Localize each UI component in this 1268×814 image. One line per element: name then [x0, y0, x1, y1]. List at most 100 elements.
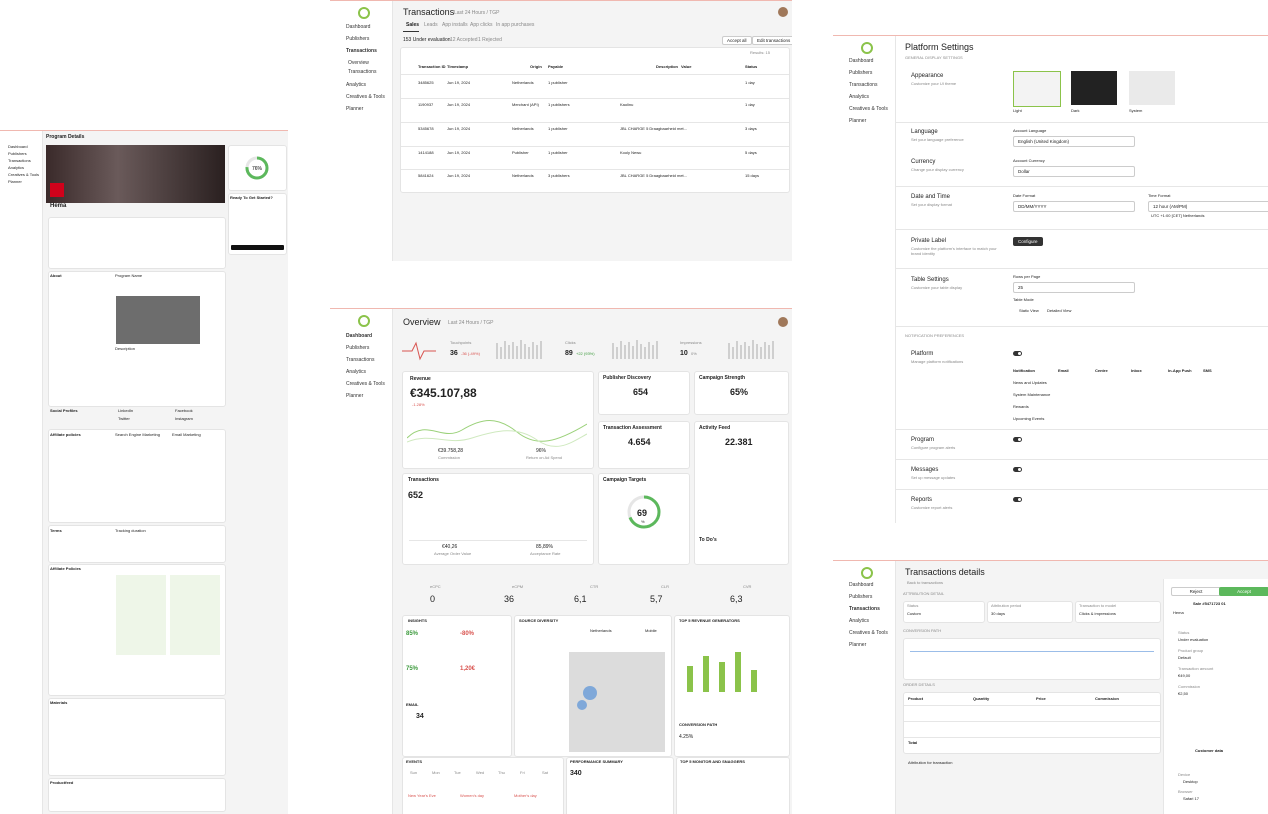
theme-label: Dark [1071, 108, 1080, 113]
side-panel [1163, 579, 1268, 814]
day: Sat [542, 770, 549, 775]
nav-item[interactable]: Publishers [346, 36, 370, 42]
summary: 1 Rejected [478, 37, 502, 43]
accept-button[interactable]: Accept [1219, 587, 1268, 596]
nav-item[interactable]: Creatives & Tools [346, 381, 385, 387]
card-value: 652 [408, 490, 424, 500]
cell: Publisher [512, 150, 529, 155]
nav-item[interactable]: Planner [849, 118, 867, 124]
cell: Kooly Newu [620, 150, 642, 155]
total: Total [908, 740, 918, 745]
metric-label: CVR [743, 584, 752, 589]
radio-label[interactable]: Static View [1019, 308, 1039, 313]
select[interactable]: Dollar [1013, 166, 1135, 177]
tab[interactable]: App clicks [470, 22, 493, 28]
nav-item[interactable]: Analytics [849, 94, 870, 100]
stat-value: 36 [450, 350, 458, 357]
select[interactable]: 12 hour (AM/PM) [1148, 201, 1268, 212]
day: Sun [410, 770, 418, 775]
side-value: Default [1178, 655, 1191, 660]
attribution-for[interactable]: Attribution for transaction [908, 760, 953, 765]
bars [496, 340, 774, 359]
nav-item[interactable]: Analytics [346, 82, 367, 88]
theme-light[interactable] [1013, 71, 1061, 107]
nav-item[interactable]: Transactions [346, 48, 377, 54]
button[interactable] [231, 245, 284, 250]
metric-label: eCPM [512, 584, 524, 589]
nav-item[interactable]: Publishers [346, 345, 370, 351]
radio-label[interactable]: Detailed View [1047, 308, 1072, 313]
metric-value: 5,7 [650, 594, 663, 604]
nav-item[interactable]: Planner [346, 393, 364, 399]
nav-item[interactable]: Transactions [8, 158, 31, 163]
theme-dark[interactable] [1071, 71, 1117, 105]
ready-card [228, 193, 287, 255]
side-label: Transaction amount [1178, 666, 1214, 671]
box-value: Clicks & impressions [1079, 611, 1116, 616]
aov-label: Average Order Value [434, 551, 472, 556]
configure-button[interactable]: Configure [1013, 237, 1043, 246]
section-title: Affiliate Policies [50, 566, 81, 571]
nav-item[interactable]: Dashboard [849, 582, 874, 588]
back-link[interactable]: Back to transactions [907, 580, 944, 585]
nav-item[interactable]: Publishers [849, 70, 873, 76]
toggle[interactable] [1013, 497, 1022, 502]
nav-item[interactable]: Planner [8, 179, 22, 184]
nav-item[interactable]: Transactions [849, 606, 880, 612]
select[interactable]: DD/MM/YYYY [1013, 201, 1135, 212]
box-value: 30 days [991, 611, 1006, 616]
theme-label: Light [1013, 108, 1022, 113]
insight-value: 85% [406, 631, 419, 637]
select[interactable]: English (United Kingdom) [1013, 136, 1135, 147]
nav-item[interactable]: Creatives & Tools [849, 630, 888, 636]
timezone: UTC +1:00 [CET] Netherlands [1151, 213, 1205, 218]
sub-nav-item[interactable]: Transactions [348, 69, 377, 75]
results: Results: 15 [750, 50, 771, 55]
social: Twitter [118, 416, 130, 421]
tab[interactable]: In app purchases [496, 22, 535, 28]
card-title: PERFORMANCE SUMMARY [570, 759, 623, 764]
field-label: Program Name [115, 273, 143, 278]
nav-item[interactable]: Planner [346, 106, 364, 112]
nav-item[interactable]: Analytics [8, 165, 25, 170]
nav-item[interactable]: Planner [849, 642, 867, 648]
nav-item[interactable]: Creatives & Tools [849, 106, 888, 112]
nav-item[interactable]: Publishers [8, 151, 27, 156]
tab[interactable]: App installs [442, 22, 468, 28]
nav-item[interactable]: Dashboard [8, 144, 28, 149]
cell: 15 days [745, 173, 760, 178]
toggle[interactable] [1013, 351, 1022, 356]
nav-item[interactable]: Creatives & Tools [346, 94, 385, 100]
accept-all-button[interactable]: Accept all [722, 36, 752, 45]
cell: Jun 19, 2024 [447, 173, 471, 178]
field-label: Account Language [1013, 128, 1047, 133]
toggle[interactable] [1013, 437, 1022, 442]
nav-item[interactable]: Dashboard [346, 333, 373, 339]
cell: 1 publisher [548, 150, 568, 155]
nav-item[interactable]: Creatives & Tools [8, 172, 40, 177]
tab[interactable]: Leads [424, 22, 438, 28]
nav-item[interactable]: Publishers [849, 594, 873, 600]
nav-item[interactable]: Transactions [849, 82, 878, 88]
sub-nav-item[interactable]: Overview [348, 60, 369, 66]
cell: 1 publishers [548, 102, 570, 107]
column-header: Price [1036, 696, 1046, 701]
row-label: News and Updates [1013, 380, 1047, 385]
nav-item[interactable]: Analytics [849, 618, 870, 624]
nav-item[interactable]: Analytics [346, 369, 367, 375]
edit-button[interactable]: Edit transactions [752, 36, 792, 45]
nav-item[interactable]: Dashboard [849, 58, 874, 64]
toggle[interactable] [1013, 467, 1022, 472]
reject-button[interactable]: Reject [1171, 587, 1221, 596]
select[interactable]: 25 [1013, 282, 1135, 293]
column-header: Status [745, 64, 758, 69]
day: Tue [454, 770, 461, 775]
cell: Netherlands [512, 126, 534, 131]
nav-item[interactable]: Dashboard [346, 24, 371, 30]
order-card [903, 692, 1161, 754]
theme-system[interactable] [1129, 71, 1175, 105]
campaign-targets-card [598, 473, 690, 565]
device: Mobile [645, 628, 657, 633]
nav-item[interactable]: Transactions [346, 357, 375, 363]
tab[interactable]: Sales [406, 22, 420, 28]
